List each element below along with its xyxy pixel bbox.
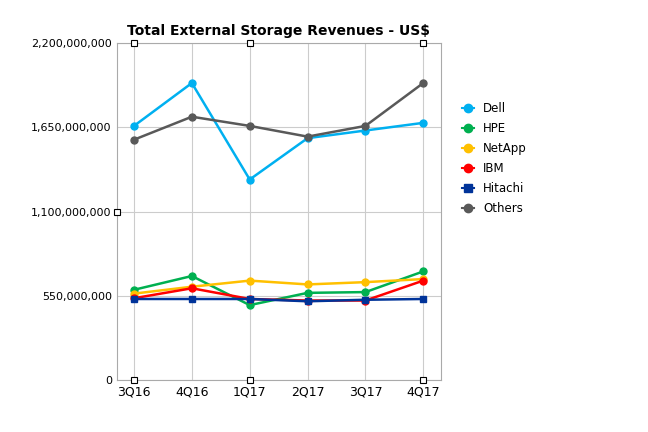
Hitachi	[362, 297, 369, 302]
NetApp	[188, 284, 196, 289]
Line: HPE: HPE	[130, 268, 427, 308]
Dell	[362, 128, 369, 133]
HPE	[362, 289, 369, 295]
Line: IBM: IBM	[130, 277, 427, 304]
Dell	[246, 177, 253, 182]
IBM	[130, 295, 138, 301]
Others	[246, 123, 253, 128]
Hitachi	[188, 296, 196, 302]
Legend: Dell, HPE, NetApp, IBM, Hitachi, Others: Dell, HPE, NetApp, IBM, Hitachi, Others	[459, 100, 529, 218]
IBM	[362, 298, 369, 303]
NetApp	[304, 282, 312, 287]
Hitachi	[246, 296, 253, 302]
Hitachi	[130, 296, 138, 302]
Others	[130, 137, 138, 142]
Hitachi	[304, 299, 312, 304]
Others	[419, 80, 427, 86]
Line: Dell: Dell	[130, 79, 427, 183]
Others	[188, 114, 196, 119]
HPE	[188, 273, 196, 279]
IBM	[246, 296, 253, 302]
Dell	[130, 123, 138, 128]
NetApp	[130, 291, 138, 296]
Others	[362, 123, 369, 128]
HPE	[130, 287, 138, 292]
HPE	[419, 269, 427, 274]
IBM	[419, 278, 427, 283]
Line: Hitachi: Hitachi	[130, 295, 427, 305]
HPE	[304, 290, 312, 295]
NetApp	[246, 278, 253, 283]
Line: Others: Others	[130, 79, 427, 143]
NetApp	[362, 280, 369, 285]
HPE	[246, 302, 253, 308]
Others	[304, 134, 312, 139]
Dell	[304, 136, 312, 141]
Dell	[188, 80, 196, 86]
Dell	[419, 120, 427, 125]
Line: NetApp: NetApp	[130, 276, 427, 297]
Hitachi	[419, 296, 427, 302]
NetApp	[419, 276, 427, 282]
IBM	[188, 286, 196, 291]
IBM	[304, 298, 312, 303]
Title: Total External Storage Revenues - US$: Total External Storage Revenues - US$	[127, 24, 430, 38]
